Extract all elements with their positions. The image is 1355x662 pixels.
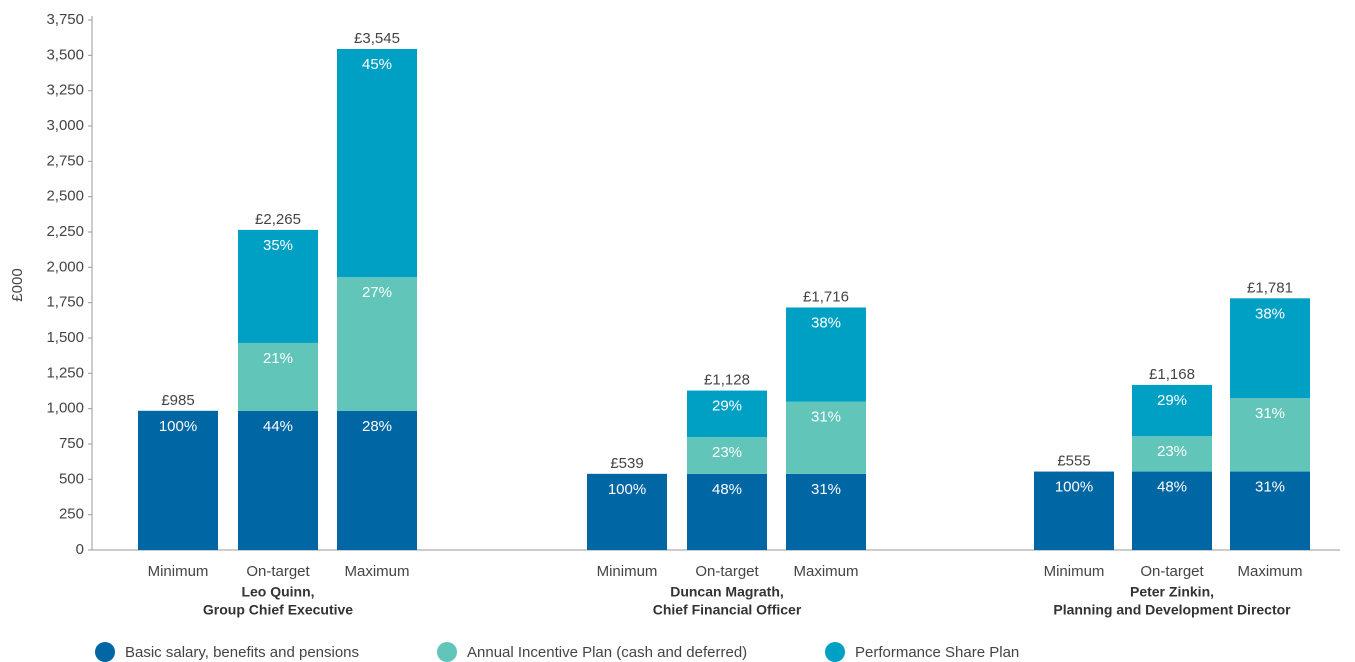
x-tick-label: Maximum bbox=[793, 563, 858, 580]
bar-segment bbox=[1132, 384, 1212, 437]
total-label: £1,781 bbox=[1247, 279, 1293, 296]
total-label: £539 bbox=[610, 455, 643, 472]
legend-swatch bbox=[95, 642, 115, 662]
bar-segment bbox=[337, 410, 417, 550]
percent-label: 44% bbox=[263, 418, 293, 435]
percent-label: 45% bbox=[362, 56, 392, 73]
y-tick-label: 2,000 bbox=[46, 258, 84, 275]
bar-segment bbox=[1132, 471, 1212, 550]
x-tick-label: Maximum bbox=[344, 563, 409, 580]
bar-segment bbox=[1230, 298, 1310, 399]
total-label: £2,265 bbox=[255, 211, 301, 228]
y-tick-label: 3,500 bbox=[46, 46, 84, 63]
percent-label: 23% bbox=[712, 444, 742, 461]
percent-label: 38% bbox=[811, 314, 841, 331]
percent-label: 23% bbox=[1157, 443, 1187, 460]
percent-label: 100% bbox=[608, 481, 646, 498]
y-tick-label: 250 bbox=[59, 506, 84, 523]
percent-label: 48% bbox=[712, 481, 742, 498]
x-tick-label: On-target bbox=[1140, 563, 1204, 580]
x-tick-label: Minimum bbox=[1044, 563, 1105, 580]
x-tick-label: Maximum bbox=[1237, 563, 1302, 580]
percent-label: 21% bbox=[263, 350, 293, 367]
bar-segment bbox=[587, 473, 667, 550]
y-tick-label: 2,500 bbox=[46, 188, 84, 205]
x-tick-label: On-target bbox=[695, 563, 759, 580]
y-tick-label: 1,750 bbox=[46, 294, 84, 311]
percent-label: 28% bbox=[362, 418, 392, 435]
group-label: Duncan Magrath, bbox=[670, 584, 784, 600]
bar-segment bbox=[1034, 471, 1114, 550]
y-axis-label: £000 bbox=[9, 268, 26, 301]
percent-label: 35% bbox=[263, 237, 293, 254]
percent-label: 31% bbox=[811, 409, 841, 426]
percent-label: 31% bbox=[1255, 479, 1285, 496]
bar-segment bbox=[1230, 471, 1310, 550]
percent-label: 29% bbox=[712, 398, 742, 415]
bar-segment bbox=[138, 410, 218, 550]
group-label: Chief Financial Officer bbox=[653, 602, 802, 618]
legend-label: Performance Share Plan bbox=[855, 644, 1019, 661]
y-tick-label: 2,750 bbox=[46, 152, 84, 169]
bar-segment bbox=[337, 48, 417, 278]
y-tick-label: 3,000 bbox=[46, 117, 84, 134]
total-label: £1,128 bbox=[704, 372, 750, 389]
group-label: Leo Quinn, bbox=[241, 584, 314, 600]
total-label: £985 bbox=[161, 392, 194, 409]
percent-label: 31% bbox=[1255, 405, 1285, 422]
group-label: Planning and Development Director bbox=[1053, 602, 1291, 618]
y-tick-label: 1,500 bbox=[46, 329, 84, 346]
bar-segment bbox=[687, 390, 767, 438]
bar-segment bbox=[786, 473, 866, 550]
bar-segment bbox=[337, 277, 417, 411]
percent-label: 27% bbox=[362, 284, 392, 301]
legend-label: Annual Incentive Plan (cash and deferred… bbox=[467, 644, 747, 661]
total-label: £1,168 bbox=[1149, 366, 1195, 383]
y-tick-label: 3,750 bbox=[46, 11, 84, 28]
x-tick-label: Minimum bbox=[597, 563, 658, 580]
percent-label: 38% bbox=[1255, 305, 1285, 322]
y-tick-label: 1,000 bbox=[46, 400, 84, 417]
x-tick-label: On-target bbox=[246, 563, 310, 580]
y-tick-label: 750 bbox=[59, 435, 84, 452]
y-tick-label: 1,250 bbox=[46, 364, 84, 381]
x-tick-label: Minimum bbox=[148, 563, 209, 580]
bar-segment bbox=[238, 410, 318, 550]
bar-segment bbox=[1230, 398, 1310, 472]
bar-segment bbox=[238, 229, 318, 343]
bar-segment bbox=[238, 342, 318, 411]
group-label: Group Chief Executive bbox=[203, 602, 353, 618]
percent-label: 100% bbox=[159, 418, 197, 435]
total-label: £555 bbox=[1057, 453, 1090, 470]
legend-swatch bbox=[825, 642, 845, 662]
bar-segment bbox=[687, 473, 767, 550]
group-label: Peter Zinkin, bbox=[1130, 584, 1214, 600]
percent-label: 31% bbox=[811, 481, 841, 498]
percent-label: 29% bbox=[1157, 392, 1187, 409]
percent-label: 100% bbox=[1055, 479, 1093, 496]
total-label: £3,545 bbox=[354, 30, 400, 47]
y-tick-label: 0 bbox=[76, 541, 84, 558]
bar-segment bbox=[786, 307, 866, 402]
bar-segment bbox=[1132, 436, 1212, 472]
total-label: £1,716 bbox=[803, 288, 849, 305]
legend-swatch bbox=[437, 642, 457, 662]
percent-label: 48% bbox=[1157, 479, 1187, 496]
bar-segment bbox=[786, 401, 866, 474]
bar-segment bbox=[687, 437, 767, 474]
y-tick-label: 3,250 bbox=[46, 82, 84, 99]
legend-label: Basic salary, benefits and pensions bbox=[125, 644, 359, 661]
y-tick-label: 500 bbox=[59, 470, 84, 487]
y-tick-label: 2,250 bbox=[46, 223, 84, 240]
